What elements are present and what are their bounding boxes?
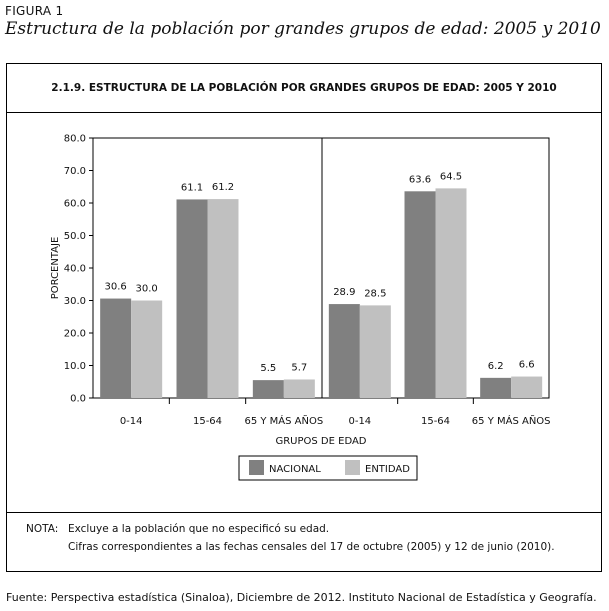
heading-divider	[6, 112, 602, 113]
x-tick-label: 65 Y MÁS AÑOS	[472, 414, 551, 427]
x-tick-label: 65 Y MÁS AÑOS	[244, 414, 323, 427]
legend-swatch	[249, 460, 264, 475]
bar	[176, 199, 208, 398]
chart-frame	[6, 63, 602, 572]
note-divider	[6, 512, 602, 513]
bar	[404, 191, 436, 398]
data-label: 28.9	[333, 287, 355, 298]
legend-label: ENTIDAD	[365, 464, 410, 475]
bar	[511, 376, 543, 398]
data-label: 30.6	[105, 282, 127, 293]
x-tick-label: 15-64	[193, 416, 222, 427]
y-tick-label: 30.0	[64, 296, 86, 307]
figure-title: Estructura de la población por grandes g…	[5, 19, 601, 39]
x-tick-label: 0-14	[348, 416, 371, 427]
x-axis-label: GRUPOS DE EDAD	[275, 436, 366, 447]
y-tick-label: 10.0	[64, 361, 86, 372]
note-line-2: Cifras correspondientes a las fechas cen…	[68, 541, 555, 553]
bar	[359, 305, 391, 398]
chart-heading: 2.1.9. ESTRUCTURA DE LA POBLACIÓN POR GR…	[51, 82, 557, 94]
bar	[435, 188, 467, 398]
data-label: 30.0	[136, 284, 158, 295]
data-label: 28.5	[364, 288, 386, 299]
y-axis-label: PORCENTAJE	[50, 237, 61, 300]
x-tick-label: 0-14	[120, 416, 143, 427]
data-label: 5.7	[291, 362, 307, 373]
bar	[328, 304, 360, 398]
legend-label: NACIONAL	[269, 464, 321, 475]
data-label: 61.2	[212, 182, 234, 193]
figure-label: FIGURA 1	[5, 4, 64, 18]
x-tick-label: 15-64	[421, 416, 450, 427]
y-tick-label: 40.0	[64, 264, 86, 275]
data-label: 5.5	[260, 363, 276, 374]
y-tick-label: 20.0	[64, 329, 86, 340]
data-label: 63.6	[409, 174, 431, 185]
y-tick-label: 60.0	[64, 199, 86, 210]
data-label: 64.5	[440, 171, 462, 182]
legend-box	[238, 455, 418, 481]
bar	[252, 380, 284, 398]
bar	[131, 300, 163, 398]
y-tick-label: 80.0	[64, 134, 86, 145]
y-tick-label: 0.0	[70, 394, 86, 405]
data-label: 6.6	[519, 360, 535, 371]
y-tick-label: 50.0	[64, 231, 86, 242]
y-tick-label: 70.0	[64, 166, 86, 177]
data-label: 61.1	[181, 182, 203, 193]
bar	[480, 377, 512, 398]
note-label: NOTA:	[26, 523, 59, 535]
bar	[283, 379, 315, 398]
note-line-1: Excluye a la población que no especificó…	[68, 523, 330, 535]
source-citation: Fuente: Perspectiva estadística (Sinaloa…	[6, 591, 597, 604]
legend-swatch	[345, 460, 360, 475]
bar	[100, 298, 132, 398]
bar	[207, 199, 239, 398]
data-label: 6.2	[488, 361, 504, 372]
